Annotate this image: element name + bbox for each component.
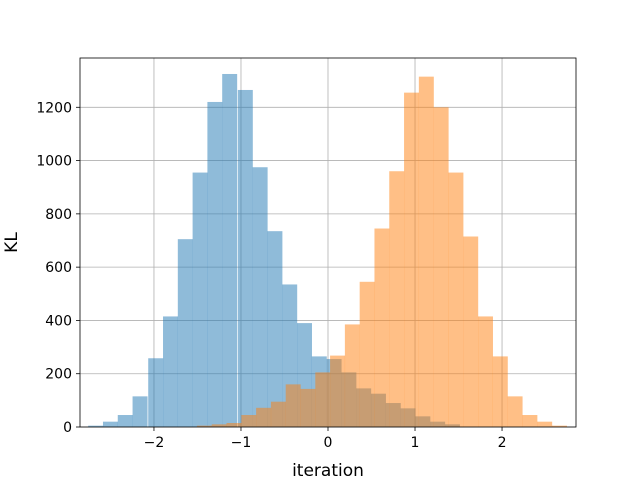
histogram-bar-series-1: [207, 101, 223, 427]
histogram-bar-series-2: [448, 172, 464, 427]
x-tick-label: −1: [231, 435, 252, 451]
histogram-bar-series-2: [463, 236, 479, 427]
y-tick-label: 600: [45, 260, 72, 276]
histogram-bar-series-2: [492, 356, 508, 427]
x-axis-ticks: −2 −1 0 1 2: [144, 427, 507, 451]
y-tick-label: 1200: [36, 100, 72, 116]
x-tick-label: 0: [324, 435, 333, 451]
y-axis-ticks: 0 200 400 600 800 1000 1200: [36, 100, 80, 436]
histogram-bar-series-1: [163, 316, 178, 427]
histogram-bar-series-1: [222, 73, 238, 427]
histogram-bar-series-1: [237, 89, 253, 427]
histogram-bar-series-1: [267, 231, 283, 427]
histogram-bar-series-1: [192, 172, 208, 427]
histogram-bars: [88, 73, 567, 428]
y-tick-label: 400: [45, 313, 72, 329]
histogram-bar-series-2: [315, 372, 331, 427]
x-tick-label: −2: [144, 435, 165, 451]
histogram-bar-series-2: [285, 384, 301, 427]
histogram-bar-series-2: [404, 92, 420, 427]
histogram-bar-series-1: [148, 358, 164, 427]
histogram-bar-series-1: [132, 396, 148, 427]
y-tick-label: 200: [45, 367, 72, 383]
histogram-bar-series-2: [196, 425, 212, 427]
histogram-bar-series-2: [300, 388, 316, 427]
histogram-bar-series-2: [359, 281, 375, 427]
x-tick-label: 2: [498, 435, 507, 451]
histogram-bar-series-2: [551, 425, 567, 427]
histogram-bar-series-1: [252, 167, 268, 427]
histogram-bar-series-2: [344, 324, 360, 427]
y-axis-label: KL: [2, 232, 22, 253]
histogram-bar-series-2: [478, 316, 493, 427]
x-axis-label: iteration: [292, 461, 364, 480]
histogram-bar-series-2: [537, 421, 553, 427]
histogram-bar-series-2: [389, 171, 405, 427]
histogram-bar-series-1: [102, 421, 118, 427]
histogram-bar-series-2: [522, 415, 538, 427]
y-tick-label: 1000: [36, 154, 72, 170]
histogram-bar-series-2: [270, 401, 286, 427]
histogram-bar-series-1: [177, 239, 193, 427]
histogram-bar-series-2: [211, 424, 227, 427]
histogram-bar-series-2: [241, 415, 257, 427]
y-tick-label: 0: [63, 420, 72, 436]
histogram-bar-series-2: [226, 423, 242, 427]
y-tick-label: 800: [45, 207, 72, 223]
histogram-bar-series-2: [507, 396, 523, 427]
histogram-bar-series-2: [256, 407, 272, 427]
histogram-bar-series-1: [88, 425, 104, 427]
histogram-bar-series-1: [117, 415, 133, 427]
histogram-bar-series-2: [418, 76, 434, 428]
histogram-bar-series-2: [330, 355, 346, 427]
histogram-bar-series-2: [433, 107, 449, 427]
histogram-bar-series-2: [374, 228, 390, 427]
x-tick-label: 1: [411, 435, 420, 451]
